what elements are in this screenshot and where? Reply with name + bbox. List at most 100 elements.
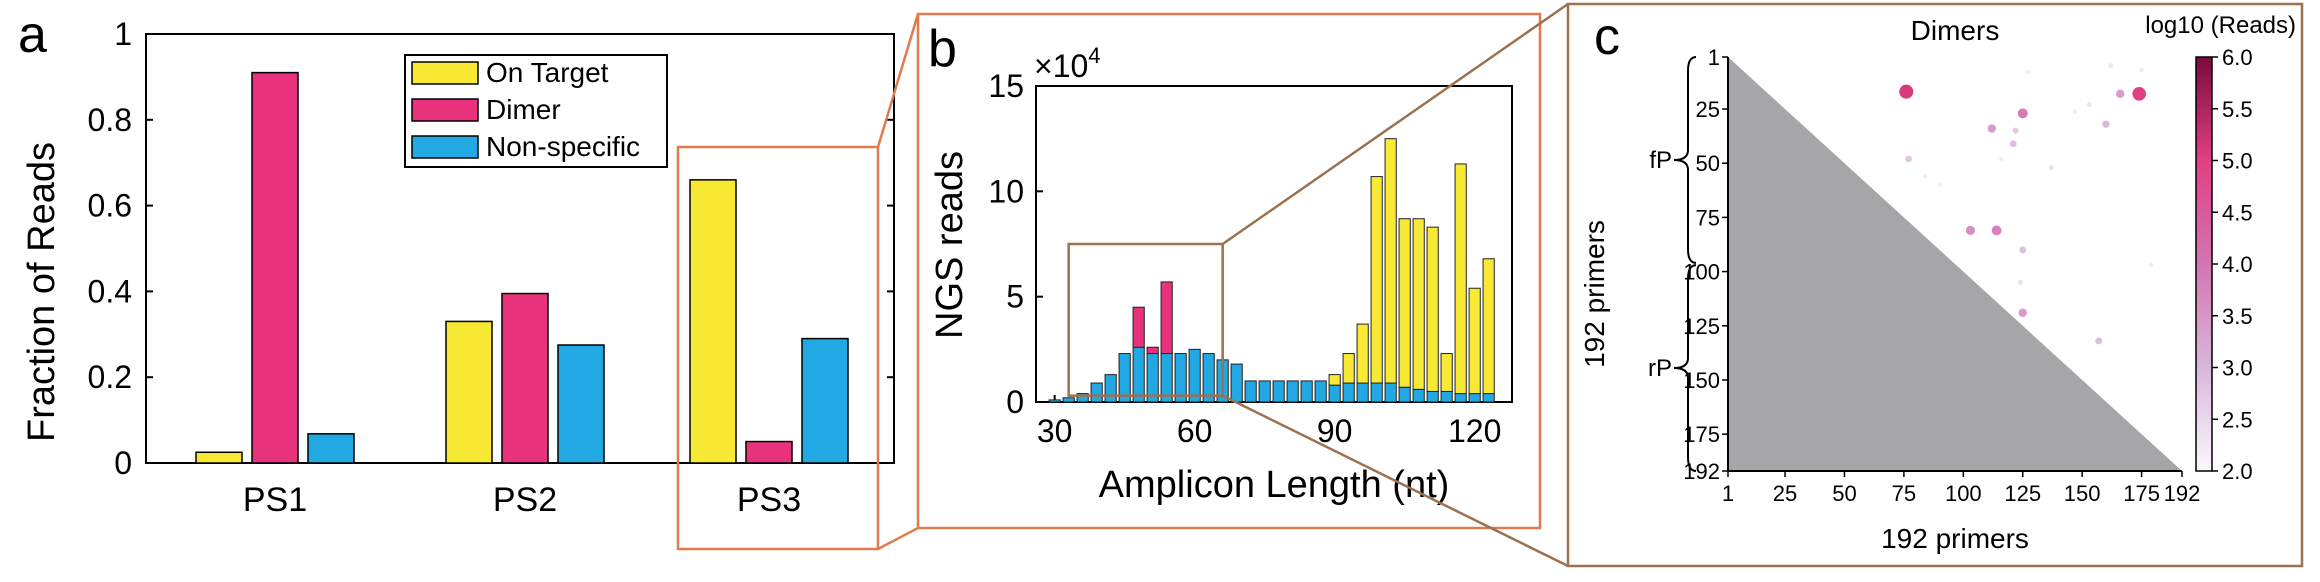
- legend-swatch-dimer: [411, 98, 479, 122]
- panel-c: Dimers 1 25 50 75 100 125 150 175 19212550751001…: [1579, 12, 2296, 554]
- hist-bar-81-non-specific: [1286, 380, 1299, 403]
- hist-bar-93-on-target: [1342, 353, 1355, 384]
- dimer-point: [2019, 246, 2027, 254]
- hist-bar-114-non-specific: [1440, 390, 1453, 403]
- dimer-point: [1987, 124, 1997, 133]
- panel-a-ytick-label: 0.4: [88, 273, 132, 309]
- dimer-point: [1899, 84, 1914, 99]
- hist-bar-54-dimer: [1160, 281, 1173, 355]
- dimer-point: [2017, 108, 2028, 119]
- dimer-point: [2095, 337, 2103, 345]
- hist-bar-78-non-specific: [1272, 380, 1285, 403]
- panel-c-xtick-label: 192: [2164, 481, 2201, 506]
- panel-b-multiplier: ×104: [1034, 43, 1101, 84]
- colorbar-label: log10 (Reads): [2145, 12, 2296, 39]
- hist-bar-39-non-specific: [1090, 382, 1103, 403]
- dimer-point: [2072, 108, 2078, 114]
- panel-a-xtick-label: PS1: [243, 481, 307, 519]
- dimer-point: [2017, 279, 2023, 286]
- zoom-line-a-bottom: [877, 526, 919, 551]
- hist-bar-96-on-target: [1356, 323, 1369, 384]
- hist-bar-36-non-specific: [1076, 393, 1089, 403]
- panel-c-ylabel: 192 primers: [1579, 220, 1610, 368]
- panel-c-xtick-label: 25: [1773, 481, 1797, 506]
- panel-a-ytick-label: 0.6: [88, 188, 132, 224]
- hist-bar-48-non-specific: [1132, 346, 1145, 403]
- panel-a-ytick-label: 1: [114, 16, 132, 52]
- bar-ps1-non-specific: [307, 433, 355, 464]
- colorbar-tick-label: 6.0: [2222, 45, 2253, 70]
- panel-c-xtick-label: 150: [2064, 481, 2101, 506]
- colorbar-tick-label: 3.5: [2222, 304, 2253, 329]
- panel-c-ytick-label: 150: [1683, 368, 1720, 393]
- colorbar: log10 (Reads) 2.0 2.5 3.0 3.5 4.0 4.5 5.0 5.5 6.…: [2145, 12, 2296, 484]
- hist-bar-45-non-specific: [1118, 353, 1131, 403]
- panel-b-ytick-label: 15: [988, 68, 1024, 104]
- bar-ps1-dimer: [251, 71, 299, 464]
- panel-b-xtick-label: 120: [1448, 413, 1501, 449]
- ps3-highlight-box: [676, 145, 880, 551]
- panel-c-ytick-label: 1: [1708, 45, 1720, 70]
- hist-bar-102-non-specific: [1384, 382, 1397, 403]
- dimer-point: [2009, 140, 2017, 148]
- hist-bar-123-non-specific: [1482, 393, 1495, 403]
- dimer-point: [1922, 173, 1928, 179]
- dimer-point: [2025, 69, 2030, 75]
- panel-a-ytick-label: 0: [114, 445, 132, 481]
- panel-c-ytick-label: 25: [1696, 97, 1720, 122]
- panel-a-ytick-label: 0.2: [88, 359, 132, 395]
- panel-a-xtick-label: PS3: [737, 481, 801, 519]
- dimer-point: [2108, 63, 2114, 69]
- colorbar-tick-label: 4.5: [2222, 200, 2253, 225]
- colorbar-tick-label: 2.0: [2222, 459, 2253, 484]
- panel-b-ylabel: NGS reads: [929, 151, 971, 339]
- panel-a-ylabel: Fraction of Reads: [21, 142, 63, 442]
- panel-b-xtick-label: 30: [1037, 413, 1073, 449]
- hist-bar-93-non-specific: [1342, 382, 1355, 403]
- panel-b-frame: [916, 12, 1542, 530]
- dimer-point: [1905, 155, 1912, 163]
- hist-bar-117-non-specific: [1454, 393, 1467, 403]
- group-label-rP: rP: [1648, 355, 1672, 382]
- dimer-point: [2018, 308, 2027, 317]
- hist-bar-120-non-specific: [1468, 393, 1481, 403]
- panel-b-ytick-label: 0: [1006, 384, 1024, 420]
- panel-label-a: a: [18, 6, 47, 64]
- panel-label-c: c: [1594, 8, 1620, 66]
- panel-c-ytick-label: 75: [1696, 205, 1720, 230]
- panel-a-ytick-label: 0.8: [88, 102, 132, 138]
- hist-bar-51-dimer: [1146, 346, 1159, 355]
- dimer-point: [2012, 127, 2019, 134]
- panel-label-b: b: [928, 20, 957, 78]
- brace-rP: [1673, 264, 1697, 472]
- panel-c-xtick-label: 75: [1892, 481, 1916, 506]
- bar-ps2-non-specific: [557, 344, 605, 464]
- bar-ps3-dimer: [745, 440, 793, 464]
- dimer-point: [2048, 164, 2054, 171]
- colorbar-tick-label: 5.5: [2222, 97, 2253, 122]
- legend-swatch-non-specific: [411, 135, 479, 159]
- hist-bar-75-non-specific: [1258, 380, 1271, 403]
- panel-a: 0 0.2 0.4 0.6 0.8 1 PS1 PS2 PS3 Fraction of Read…: [21, 16, 895, 551]
- panel-b-xlabel: Amplicon Length (nt): [1099, 464, 1450, 506]
- legend-label-non-specific: Non-specific: [486, 131, 640, 162]
- legend-label-dimer: Dimer: [486, 94, 561, 125]
- panel-b-xtick-label: 90: [1317, 413, 1353, 449]
- colorbar-tick-label: 4.0: [2222, 252, 2253, 277]
- brace-fP: [1673, 56, 1697, 264]
- hist-bar-48-dimer: [1132, 306, 1145, 348]
- zoom-line-b-bottom: [1222, 394, 1569, 568]
- bar-ps1-on-target: [195, 451, 243, 464]
- hist-bar-90-non-specific: [1328, 384, 1341, 403]
- colorbar-tick-label: 5.0: [2222, 149, 2253, 174]
- hist-bar-99-on-target: [1370, 176, 1383, 384]
- hist-bar-99-non-specific: [1370, 382, 1383, 403]
- dimer-point: [2086, 102, 2092, 108]
- hist-bar-108-non-specific: [1412, 388, 1425, 403]
- dimer-point: [2139, 67, 2144, 73]
- dimer-point: [2148, 262, 2154, 268]
- dimer-point: [1999, 156, 2004, 162]
- dimer-point: [1965, 225, 1976, 236]
- colorbar-tick-label: 3.0: [2222, 356, 2253, 381]
- panel-c-xtick-label: 125: [2004, 481, 2041, 506]
